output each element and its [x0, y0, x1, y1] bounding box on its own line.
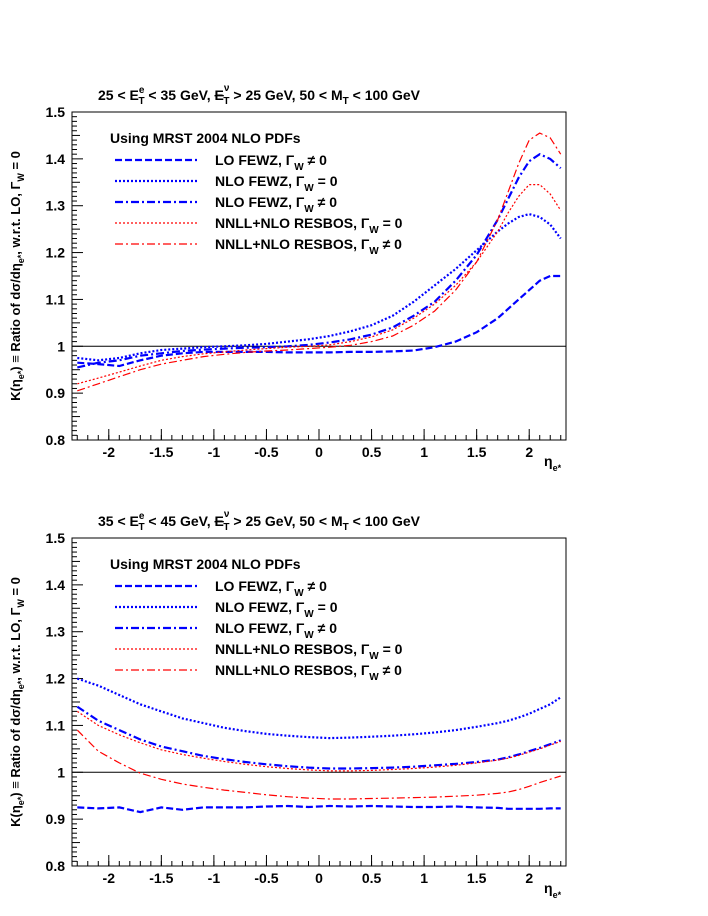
- y-tick-label: 1.5: [46, 530, 66, 546]
- x-tick-label: 1: [420, 870, 428, 886]
- chart-title: 25 < Ee T < 35 GeV, Eν T > 25 GeV, 50 < MT…: [98, 83, 421, 107]
- y-axis-label: K(ηe*) ≡ Ratio of dσ/dηe*, w.r.t. LO, ΓW…: [8, 151, 26, 401]
- y-tick-label: 1.3: [46, 198, 66, 214]
- x-tick-label: -1: [208, 870, 221, 886]
- legend-entry-2: NLO FEWZ, ΓW = 0: [215, 599, 338, 620]
- series-line-5: [76, 729, 561, 800]
- chart-panel-1: 0.8 0.9 1 1.1 1.2 1.3 1.4 1.5 -2 -1.5 -1 -0.5 0 0.5 1 1…: [8, 83, 567, 473]
- x-tick-label: 1: [420, 444, 428, 460]
- legend-entry-5: NNLL+NLO RESBOS, ΓW ≠ 0: [215, 662, 402, 683]
- legend-entry-4: NNLL+NLO RESBOS, ΓW = 0: [215, 215, 403, 236]
- x-axis-label: ηe*: [544, 880, 562, 900]
- y-tick-label: 1: [57, 764, 65, 780]
- legend-header: Using MRST 2004 NLO PDFs: [110, 556, 301, 572]
- legend-header: Using MRST 2004 NLO PDFs: [110, 130, 301, 146]
- series-line-2: [77, 212, 562, 362]
- y-tick-label: 1.1: [46, 291, 66, 307]
- legend-entry-3: NLO FEWZ, ΓW ≠ 0: [215, 620, 337, 641]
- y-tick-label: 1.2: [46, 245, 66, 261]
- y-tick-label: 1.4: [46, 151, 66, 167]
- x-axis-label: ηe*: [544, 453, 562, 473]
- legend-entry-2: NLO FEWZ, ΓW = 0: [215, 173, 338, 194]
- x-tick-label: -2: [103, 870, 116, 886]
- legend-entry-1: LO FEWZ, ΓW ≠ 0: [215, 578, 327, 599]
- series-line-1: [77, 804, 561, 814]
- y-tick-label: 1.4: [46, 577, 66, 593]
- series-line-2: [76, 677, 562, 740]
- series-line-4: [76, 710, 561, 772]
- legend-entry-3: NLO FEWZ, ΓW ≠ 0: [215, 194, 337, 215]
- x-tick-label: 0.5: [362, 444, 382, 460]
- legend-entry-4: NNLL+NLO RESBOS, ΓW = 0: [215, 641, 403, 662]
- series-line-5: [77, 132, 562, 392]
- x-tick-label: -0.5: [254, 444, 278, 460]
- y-tick-label: 0.8: [46, 858, 66, 874]
- legend-entry-5: NNLL+NLO RESBOS, ΓW ≠ 0: [215, 236, 402, 257]
- x-tick-label: -1: [208, 444, 221, 460]
- x-tick-label: 2: [525, 870, 533, 886]
- series-line-3: [77, 152, 562, 369]
- y-tick-label: 0.9: [46, 385, 66, 401]
- x-tick-label: -2: [103, 444, 116, 460]
- x-tick-label: 0: [315, 444, 323, 460]
- y-tick-label: 1: [57, 338, 65, 354]
- y-tick-label: 1.1: [46, 717, 66, 733]
- y-axis-label: K(ηe*) ≡ Ratio of dσ/dηe*, w.r.t. LO, ΓW…: [8, 577, 26, 827]
- series-line-3: [76, 705, 562, 770]
- y-tick-label: 0.9: [46, 811, 66, 827]
- x-tick-label: 0.5: [362, 870, 382, 886]
- x-tick-label: -0.5: [254, 870, 278, 886]
- y-tick-label: 1.2: [46, 671, 66, 687]
- x-tick-label: -1.5: [149, 870, 173, 886]
- x-tick-label: 1.5: [467, 870, 487, 886]
- series-line-1: [77, 274, 561, 368]
- chart-title: 35 < Ee T < 45 GeV, Eν T > 25 GeV, 50 < MT…: [98, 509, 421, 533]
- y-tick-label: 1.3: [46, 624, 66, 640]
- y-tick-label: 1.5: [46, 104, 66, 120]
- x-tick-label: -1.5: [149, 444, 173, 460]
- x-tick-label: 1.5: [467, 444, 487, 460]
- series-line-4: [77, 184, 562, 385]
- chart-panel-2: 0.8 0.9 1 1.1 1.2 1.3 1.4 1.5 -2 -1.5 -1 -0.5 0 0.5 1 1…: [8, 509, 567, 900]
- x-tick-label: 0: [315, 870, 323, 886]
- legend-entry-1: LO FEWZ, ΓW ≠ 0: [215, 152, 327, 173]
- y-tick-label: 0.8: [46, 432, 66, 448]
- x-tick-label: 2: [525, 444, 533, 460]
